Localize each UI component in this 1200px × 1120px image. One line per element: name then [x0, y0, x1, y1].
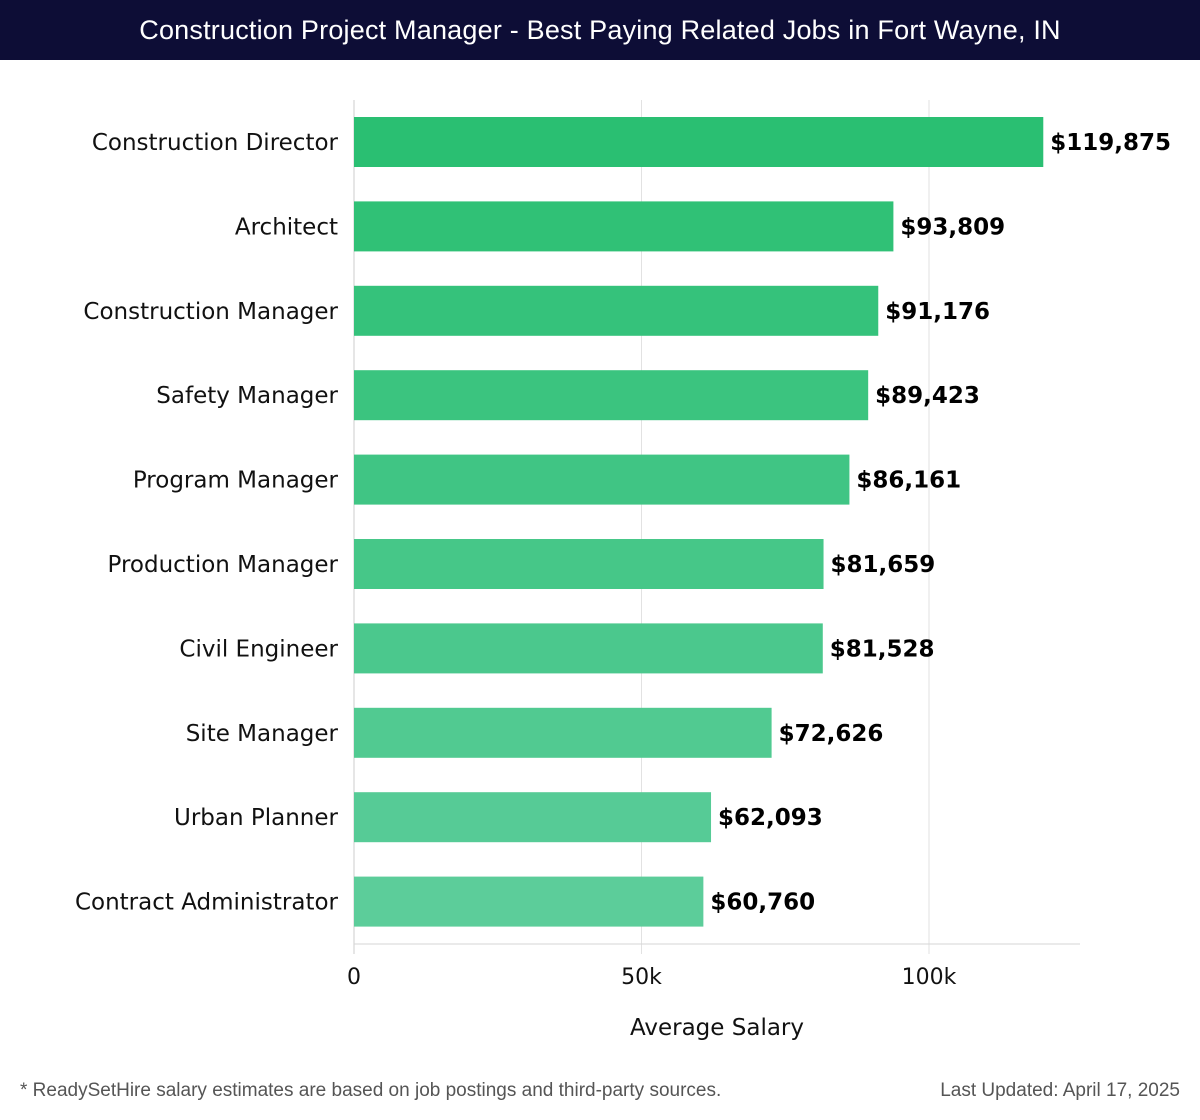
bar-chart: Construction Director Architect Constructi…	[75, 100, 1171, 1041]
value-label: $60,760	[710, 890, 815, 916]
x-axis-title: Average Salary	[630, 1015, 804, 1041]
footer-note: * ReadySetHire salary estimates are base…	[20, 1080, 722, 1101]
bar	[354, 285, 879, 336]
category-label: Production Manager	[108, 552, 339, 578]
value-label: $119,875	[1050, 130, 1171, 156]
bars	[354, 117, 1044, 927]
bar	[354, 201, 894, 252]
category-label: Program Manager	[133, 468, 339, 494]
value-label: $72,626	[779, 721, 884, 747]
category-label: Contract Administrator	[75, 890, 339, 916]
category-label: Urban Planner	[174, 805, 339, 831]
value-label: $91,176	[885, 299, 990, 325]
category-label: Safety Manager	[156, 383, 338, 409]
bar	[354, 707, 772, 758]
bar	[354, 454, 850, 505]
value-label: $81,659	[831, 552, 936, 578]
bar	[354, 623, 823, 674]
x-tick-labels: 0 50k 100k	[347, 965, 957, 990]
value-label: $86,161	[856, 468, 961, 494]
bar	[354, 117, 1044, 167]
value-labels: $119,875 $93,809 $91,176 $89,423 $86,161 $81,…	[710, 130, 1171, 916]
value-label: $81,528	[830, 636, 935, 662]
bar	[354, 792, 712, 843]
category-label: Architect	[235, 214, 338, 240]
category-labels: Construction Director Architect Constructi…	[75, 130, 339, 916]
x-tick-label: 100k	[902, 965, 957, 990]
category-label: Site Manager	[186, 721, 339, 747]
value-label: $62,093	[718, 805, 823, 831]
value-label: $89,423	[875, 383, 980, 409]
chart-header: Construction Project Manager - Best Payi…	[0, 0, 1200, 60]
x-tick-label: 0	[347, 965, 361, 990]
bar	[354, 370, 869, 421]
bar	[354, 876, 704, 927]
chart-title: Construction Project Manager - Best Payi…	[139, 14, 1061, 45]
x-tick-label: 50k	[621, 965, 662, 990]
category-label: Civil Engineer	[179, 636, 338, 662]
category-label: Construction Manager	[83, 299, 338, 325]
category-label: Construction Director	[92, 130, 339, 156]
bar	[354, 539, 824, 589]
value-label: $93,809	[900, 214, 1005, 240]
last-updated: Last Updated: April 17, 2025	[940, 1080, 1180, 1101]
